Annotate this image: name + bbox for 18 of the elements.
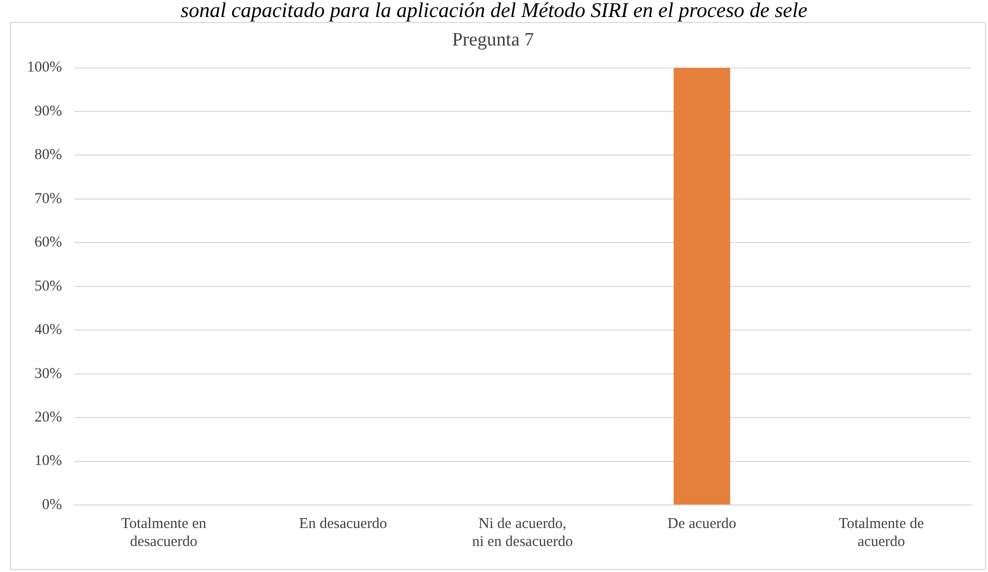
y-tick-label: 20% (34, 409, 62, 426)
x-tick-label: Totalmente de acuerdo (838, 516, 924, 550)
y-tick-label: 100% (26, 60, 62, 76)
y-tick-label: 90% (34, 103, 62, 120)
y-tick-label: 80% (34, 147, 62, 164)
y-tick-label: 30% (34, 366, 62, 382)
y-tick-label: 60% (34, 234, 62, 251)
chart-title: Pregunta 7 (452, 29, 534, 50)
y-tick-label: 10% (34, 453, 62, 470)
x-tick-label: En desacuerdo (299, 516, 388, 532)
x-tick-label: Ni de acuerdo, ni en desacuerdo (472, 516, 573, 550)
y-tick-label: 70% (34, 190, 62, 207)
y-tick-label: 50% (34, 278, 62, 294)
y-tick-label: 40% (34, 322, 62, 338)
y-tick-label: 0% (42, 496, 62, 513)
text: sonal capacitado para la aplicación del Método SIRI en el proceso de sele (180, 0, 808, 22)
x-tick-label: Totalmente en desacuerdo (121, 516, 207, 550)
x-tick-label: De acuerdo (668, 516, 736, 532)
